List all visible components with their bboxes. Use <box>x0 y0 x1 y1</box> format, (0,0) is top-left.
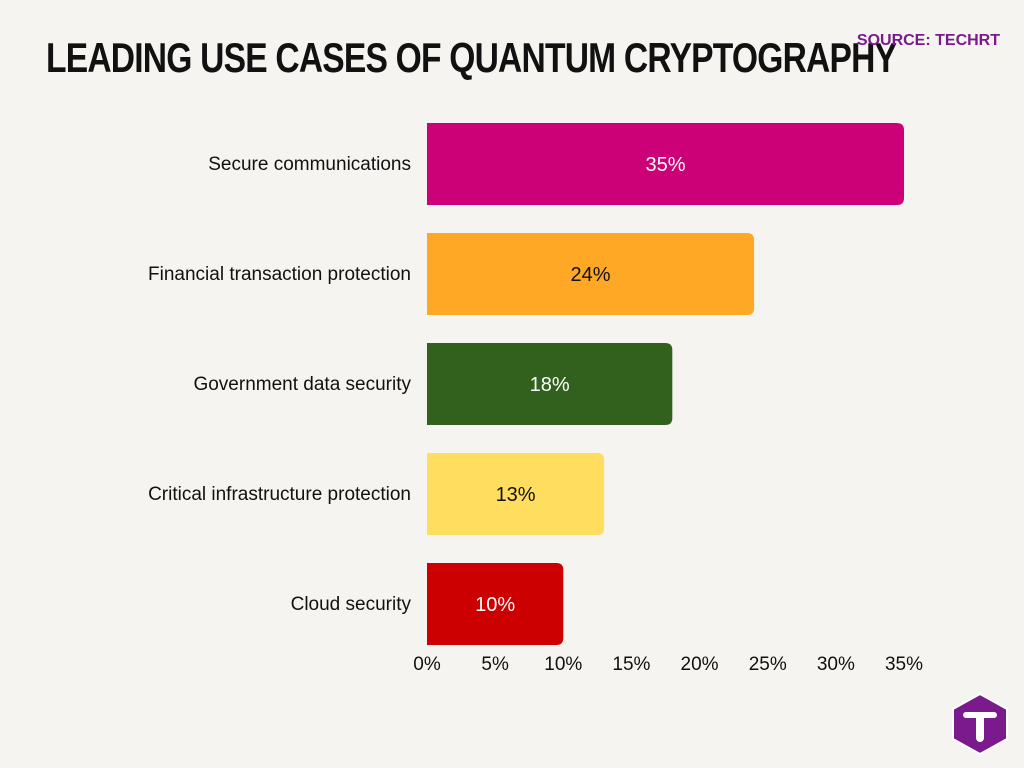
x-tick-label: 25% <box>749 654 787 675</box>
data-label: 13% <box>496 484 536 506</box>
data-label: 24% <box>571 264 611 286</box>
data-label: 18% <box>530 374 570 396</box>
category-label: Secure communications <box>208 154 411 175</box>
bar-secure-communications <box>427 123 904 205</box>
x-tick-label: 5% <box>481 654 509 675</box>
category-label: Critical infrastructure protection <box>148 484 411 505</box>
category-label: Cloud security <box>291 594 412 615</box>
data-label: 10% <box>475 594 515 616</box>
bar-cloud-security <box>427 563 564 645</box>
source-label: SOURCE: TECHRT <box>856 32 1000 49</box>
x-tick-label: 10% <box>544 654 582 675</box>
category-label: Government data security <box>193 374 411 395</box>
x-tick-label: 30% <box>817 654 855 675</box>
chart-title: Leading use cases of quantum cryptograph… <box>46 34 897 81</box>
techrt-logo-icon <box>952 692 1008 756</box>
data-label: 35% <box>645 154 685 176</box>
category-label: Financial transaction protection <box>148 264 411 285</box>
x-tick-label: 20% <box>681 654 719 675</box>
bar-critical-infrastructure-protection <box>427 453 605 535</box>
bar-government-data-security <box>427 343 673 425</box>
x-tick-label: 35% <box>885 654 923 675</box>
bar-financial-transaction-protection <box>427 233 755 315</box>
x-tick-label: 15% <box>612 654 650 675</box>
x-tick-label: 0% <box>413 654 441 675</box>
